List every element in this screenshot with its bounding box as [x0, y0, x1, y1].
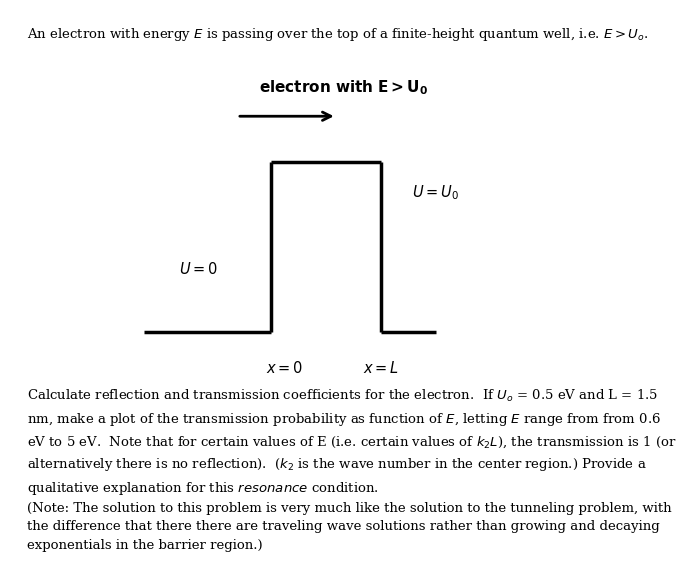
Text: $U = U_0$: $U = U_0$: [412, 184, 460, 202]
Text: An electron with energy $E$ is passing over the top of a finite-height quantum w: An electron with energy $E$ is passing o…: [27, 26, 649, 43]
Text: $U = 0$: $U = 0$: [179, 261, 218, 277]
Text: (Note: The solution to this problem is very much like the solution to the tunnel: (Note: The solution to this problem is v…: [27, 502, 672, 552]
Text: $x = 0$: $x = 0$: [267, 360, 304, 376]
Text: $\bf{electron\ with\ E > U_0}$: $\bf{electron\ with\ E > U_0}$: [259, 79, 428, 97]
Text: $x = L$: $x = L$: [363, 360, 399, 376]
Text: Calculate reflection and transmission coefficients for the electron.  If $U_o$ =: Calculate reflection and transmission co…: [27, 388, 677, 497]
